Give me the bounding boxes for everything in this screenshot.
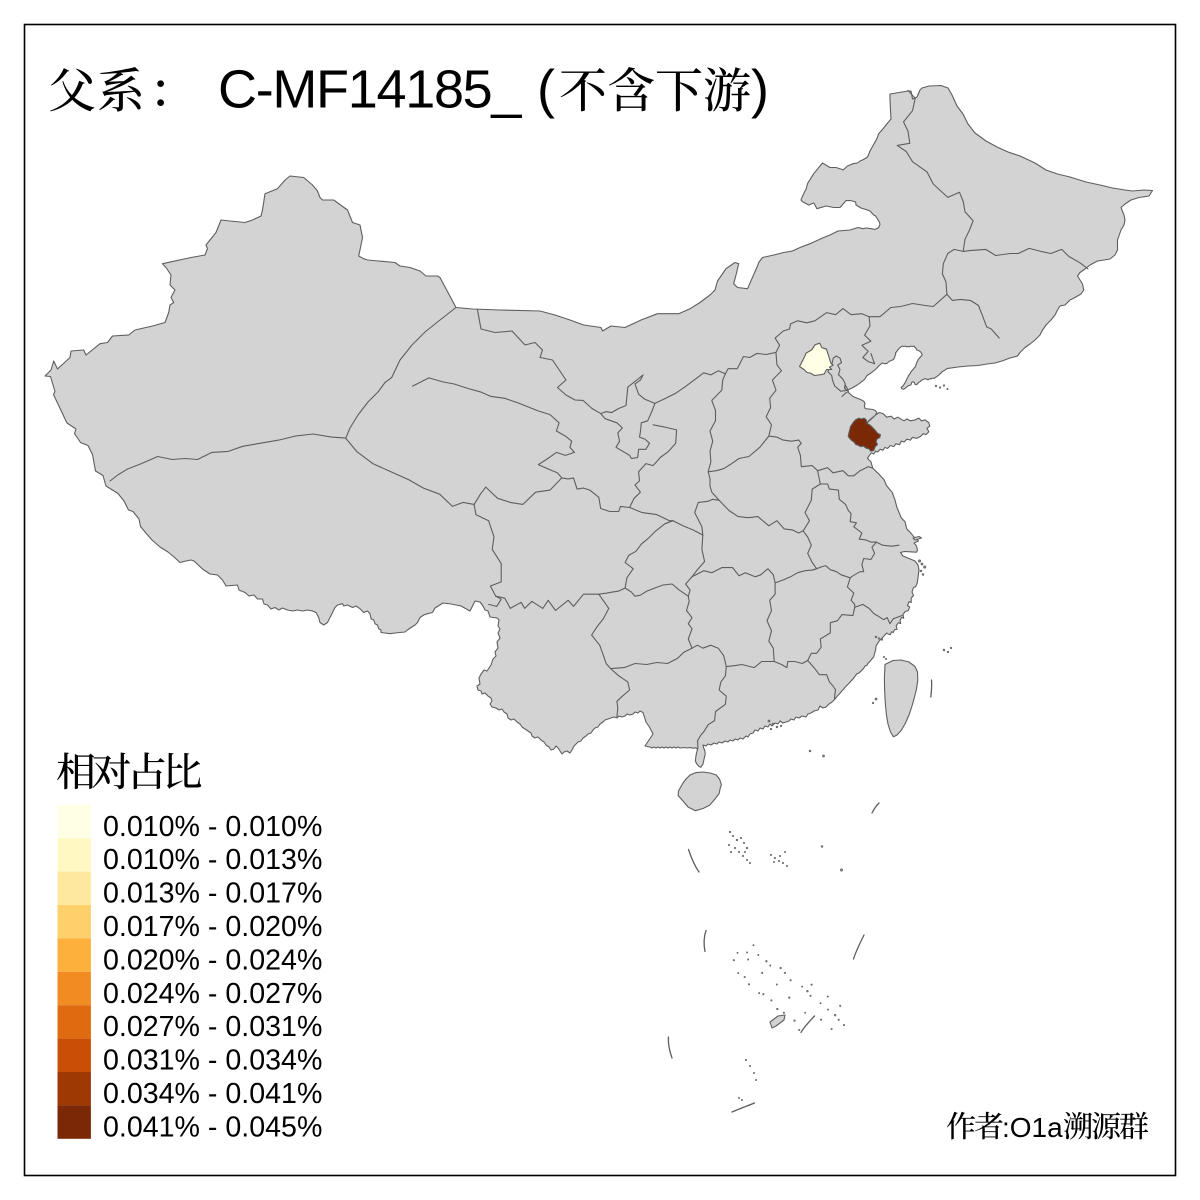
svg-text:0.013% - 0.017%: 0.013% - 0.017%: [103, 878, 322, 910]
svg-text:0.017% - 0.020%: 0.017% - 0.020%: [103, 911, 322, 943]
svg-text:0.024% - 0.027%: 0.024% - 0.027%: [103, 978, 322, 1010]
svg-text:0.041% - 0.045%: 0.041% - 0.045%: [103, 1111, 322, 1143]
svg-text:0.031% - 0.034%: 0.031% - 0.034%: [103, 1045, 322, 1077]
svg-text:0.010% - 0.013%: 0.010% - 0.013%: [103, 844, 322, 876]
svg-text:0.020% - 0.024%: 0.020% - 0.024%: [103, 944, 322, 976]
svg-text:C-MF14185_: C-MF14185_: [218, 60, 522, 120]
svg-text:(: (: [537, 60, 555, 120]
svg-text::O1a: :O1a: [1002, 1112, 1063, 1143]
svg-text:0.027% - 0.031%: 0.027% - 0.031%: [103, 1011, 322, 1043]
svg-text:0.034% - 0.041%: 0.034% - 0.041%: [103, 1078, 322, 1110]
svg-text:): ): [751, 60, 769, 120]
svg-text:0.010% - 0.010%: 0.010% - 0.010%: [103, 811, 322, 843]
